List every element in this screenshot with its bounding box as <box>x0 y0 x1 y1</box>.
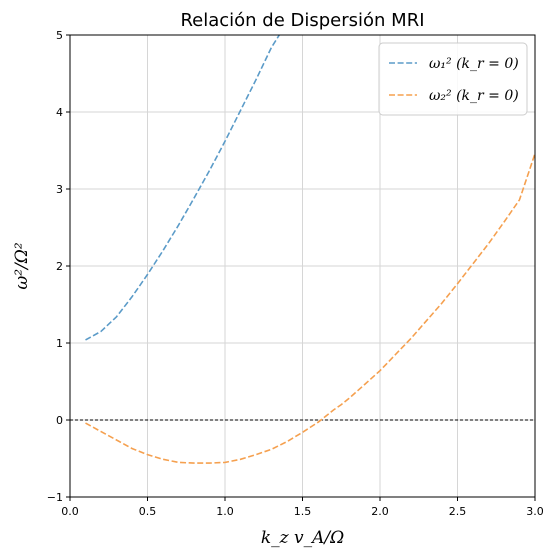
y-tick-label: 5 <box>56 29 63 42</box>
y-tick-label: 3 <box>56 183 63 196</box>
legend-label-1: ω₁² (k_r = 0) <box>429 56 519 72</box>
x-tick-label: 2.0 <box>371 505 389 518</box>
x-tick-label: 0.0 <box>61 505 79 518</box>
x-axis-label: k_z v_A/Ω <box>261 528 344 548</box>
x-axis-ticks: 0.0 0.5 1.0 1.5 2.0 2.5 3.0 <box>61 497 544 518</box>
y-axis-ticks: −1 0 1 2 3 4 5 <box>47 29 70 504</box>
legend: ω₁² (k_r = 0) ω₂² (k_r = 0) <box>378 42 528 116</box>
legend-label-2: ω₂² (k_r = 0) <box>429 88 519 104</box>
x-tick-label: 0.5 <box>139 505 157 518</box>
y-axis-label: ω²/Ω² <box>12 242 32 289</box>
series-line-1 <box>85 35 280 341</box>
series-line-2 <box>85 153 535 464</box>
legend-box <box>378 42 528 116</box>
y-tick-label: 1 <box>56 337 63 350</box>
x-tick-label: 2.5 <box>449 505 467 518</box>
y-tick-label: 4 <box>56 106 63 119</box>
series-group <box>85 35 535 464</box>
y-tick-label: 0 <box>56 414 63 427</box>
x-tick-label: 1.5 <box>294 505 312 518</box>
x-tick-label: 3.0 <box>526 505 544 518</box>
y-tick-label: −1 <box>47 491 63 504</box>
x-tick-label: 1.0 <box>216 505 234 518</box>
y-tick-label: 2 <box>56 260 63 273</box>
chart-title: Relación de Dispersión MRI <box>180 10 424 31</box>
